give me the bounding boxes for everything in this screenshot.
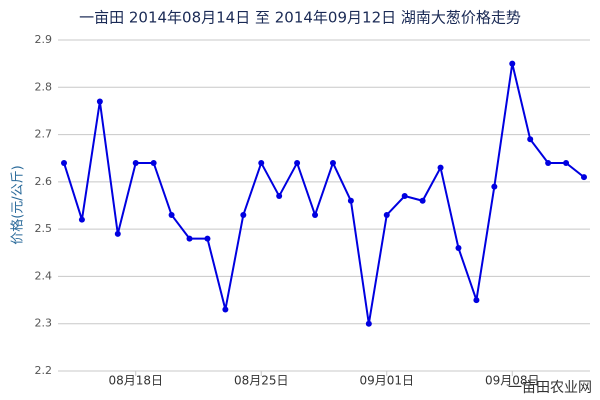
data-point (509, 60, 516, 67)
y-axis-label: 价格(元/公斤) (10, 165, 26, 245)
y-tick-label: 2.3 (35, 317, 53, 330)
data-point (419, 197, 426, 204)
y-tick-label: 2.2 (35, 364, 53, 377)
data-point (473, 297, 480, 304)
data-point (204, 235, 211, 242)
x-tick-label: 09月01日 (359, 374, 414, 388)
data-point (437, 164, 444, 171)
data-point (581, 174, 587, 181)
y-tick-label: 2.5 (35, 222, 53, 235)
data-point (312, 211, 319, 218)
data-point (61, 159, 67, 166)
data-point (329, 159, 336, 166)
data-point (240, 211, 247, 218)
y-tick-label: 2.4 (35, 269, 53, 282)
data-point (545, 159, 552, 166)
y-tick-label: 2.7 (35, 128, 53, 141)
data-point (347, 197, 354, 204)
data-point (150, 159, 157, 166)
watermark: 一亩田农业网 (508, 379, 592, 396)
x-tick-label: 08月18日 (108, 374, 163, 388)
series-line (63, 63, 585, 324)
data-point (276, 193, 283, 200)
data-point (258, 159, 265, 166)
data-point (563, 159, 570, 166)
data-point (96, 98, 103, 105)
data-point (383, 211, 390, 218)
y-tick-label: 2.9 (35, 33, 53, 46)
data-point (455, 245, 462, 252)
data-point (527, 136, 534, 143)
y-tick-label: 2.6 (35, 175, 53, 188)
x-tick-label: 09月08日 (485, 374, 540, 388)
data-point (491, 183, 498, 190)
data-point (132, 159, 139, 166)
data-point (222, 306, 229, 313)
y-tick-label: 2.8 (35, 80, 53, 93)
data-point (168, 211, 175, 218)
chart-title: 一亩田 2014年08月14日 至 2014年09月12日 湖南大葱价格走势 (79, 9, 521, 27)
data-point (365, 320, 372, 327)
data-point (294, 159, 301, 166)
data-point (401, 193, 408, 200)
data-point (78, 216, 85, 223)
x-tick-label: 08月25日 (234, 374, 289, 388)
data-point (114, 230, 121, 237)
data-point (186, 235, 193, 242)
